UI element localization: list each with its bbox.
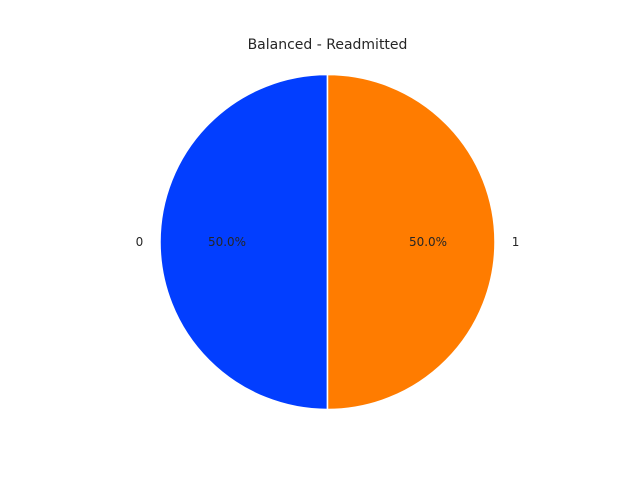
chart-title: Balanced - Readmitted: [248, 37, 408, 53]
pie-labels: 0 50.0% 1 50.0%: [136, 235, 520, 249]
slice-label-1: 1: [512, 235, 520, 249]
percent-label-0: 50.0%: [208, 235, 246, 249]
pie-slice-0: [159, 73, 329, 411]
pie-slice-1: [326, 73, 496, 411]
slice-label-0: 0: [136, 235, 144, 249]
pie-slices: [159, 73, 496, 411]
percent-label-1: 50.0%: [409, 235, 447, 249]
